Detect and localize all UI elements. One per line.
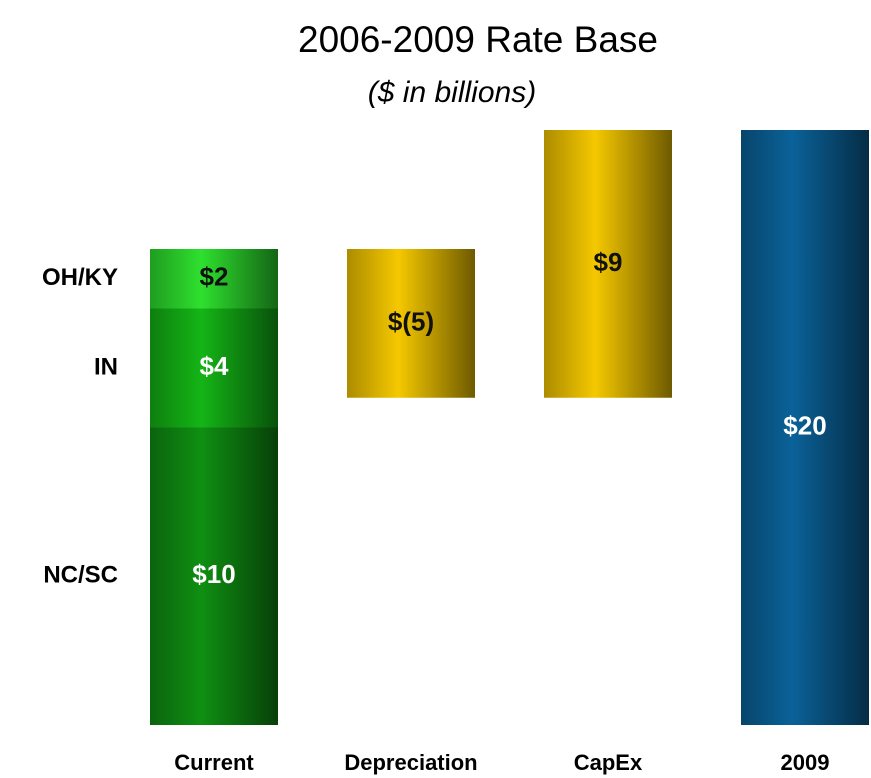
step-bar: [544, 130, 672, 398]
bar-segment: [150, 308, 278, 428]
data-label: $(5): [388, 306, 434, 336]
x-tick-label: Depreciation: [344, 750, 477, 775]
total-bar: [741, 130, 869, 725]
series-label: NC/SC: [43, 562, 118, 589]
chart-subtitle: ($ in billions): [368, 76, 536, 109]
data-label: $9: [594, 247, 623, 277]
x-tick-label: CapEx: [574, 750, 643, 775]
data-label: $4: [200, 351, 229, 381]
data-label: $20: [783, 410, 826, 440]
chart-title: 2006-2009 Rate Base: [298, 19, 658, 60]
data-label: $10: [192, 559, 235, 589]
bar-segment: [150, 427, 278, 725]
data-label: $2: [200, 262, 229, 292]
bar-segment: [150, 249, 278, 309]
x-tick-label: 2009: [781, 750, 830, 775]
series-label: IN: [94, 353, 118, 380]
step-bar: [347, 249, 475, 398]
series-label: OH/KY: [42, 264, 118, 291]
x-tick-label: Current: [174, 750, 254, 775]
